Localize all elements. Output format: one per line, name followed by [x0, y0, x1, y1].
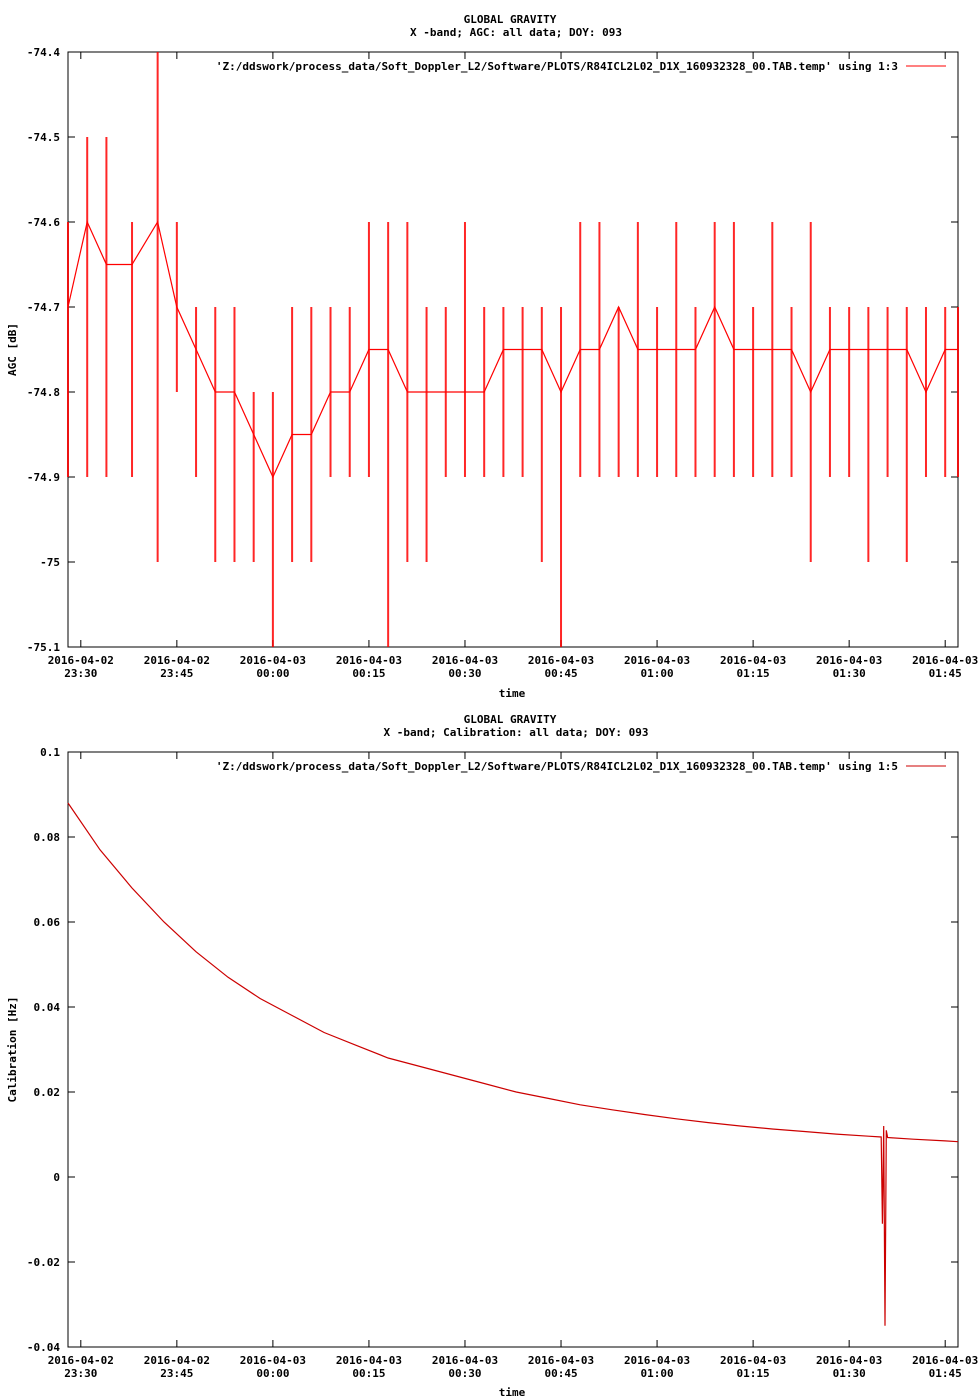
series-line — [67, 220, 958, 479]
y-tick-label: 0.02 — [34, 1086, 61, 1099]
x-tick-label-time: 01:30 — [833, 667, 866, 680]
x-tick-label-time: 00:00 — [256, 1367, 289, 1380]
x-tick-label-date: 2016-04-03 — [240, 654, 306, 667]
y-tick-label: -74.6 — [27, 216, 60, 229]
y-tick-label: -75.1 — [27, 641, 60, 654]
x-axis-label: time — [499, 1386, 526, 1399]
x-tick-label-date: 2016-04-03 — [432, 654, 498, 667]
x-tick-label-date: 2016-04-03 — [720, 1354, 786, 1367]
x-tick-label-date: 2016-04-03 — [912, 1354, 978, 1367]
x-tick-label-time: 00:45 — [544, 667, 577, 680]
x-tick-label-date: 2016-04-03 — [336, 654, 402, 667]
y-tick-label: -0.02 — [27, 1256, 60, 1269]
y-tick-label: -74.4 — [27, 46, 60, 59]
x-tick-label-time: 00:15 — [352, 1367, 385, 1380]
x-tick-label-date: 2016-04-02 — [144, 1354, 210, 1367]
x-tick-label-date: 2016-04-03 — [912, 654, 978, 667]
x-tick-label-date: 2016-04-03 — [528, 1354, 594, 1367]
legend-label: 'Z:/ddswork/process_data/Soft_Doppler_L2… — [216, 60, 898, 73]
x-tick-label-date: 2016-04-03 — [240, 1354, 306, 1367]
chart-title: GLOBAL GRAVITY — [464, 13, 557, 26]
x-tick-label-time: 01:00 — [641, 1367, 674, 1380]
y-tick-label: 0.06 — [34, 916, 61, 929]
y-tick-label: -75 — [40, 556, 60, 569]
x-tick-label-time: 01:30 — [833, 1367, 866, 1380]
plot-frame — [67, 751, 959, 1348]
x-tick-label-date: 2016-04-03 — [720, 654, 786, 667]
y-tick-label: 0.04 — [34, 1001, 61, 1014]
x-tick-label-time: 23:45 — [160, 1367, 193, 1380]
x-tick-label-date: 2016-04-03 — [336, 1354, 402, 1367]
y-tick-label: 0.08 — [34, 831, 61, 844]
series-line — [67, 802, 959, 1326]
x-tick-label-time: 01:15 — [737, 1367, 770, 1380]
x-axis-label: time — [499, 687, 526, 700]
x-tick-label-date: 2016-04-02 — [144, 654, 210, 667]
chart-subtitle: X -band; Calibration: all data; DOY: 093 — [384, 726, 649, 739]
x-tick-label-time: 00:30 — [448, 1367, 481, 1380]
x-tick-label-time: 00:30 — [448, 667, 481, 680]
x-tick-label-time: 23:30 — [64, 1367, 97, 1380]
x-tick-label-time: 01:15 — [737, 667, 770, 680]
x-tick-label-date: 2016-04-03 — [816, 654, 882, 667]
legend-label: 'Z:/ddswork/process_data/Soft_Doppler_L2… — [216, 760, 898, 773]
x-tick-label-date: 2016-04-03 — [432, 1354, 498, 1367]
y-tick-label: 0.1 — [40, 746, 60, 759]
x-tick-label-time: 23:30 — [64, 667, 97, 680]
x-tick-label-time: 00:15 — [352, 667, 385, 680]
x-tick-label-time: 01:45 — [929, 667, 962, 680]
x-tick-label-time: 23:45 — [160, 667, 193, 680]
y-tick-label: 0 — [53, 1171, 60, 1184]
y-tick-label: -74.9 — [27, 471, 60, 484]
x-tick-label-date: 2016-04-02 — [48, 654, 114, 667]
y-axis-label: AGC [dB] — [6, 323, 19, 376]
x-tick-label-time: 01:00 — [641, 667, 674, 680]
series-1 — [67, 802, 959, 1326]
x-tick-label-time: 00:45 — [544, 1367, 577, 1380]
chart-title: GLOBAL GRAVITY — [464, 713, 557, 726]
x-tick-label-date: 2016-04-03 — [624, 654, 690, 667]
x-tick-label-time: 00:00 — [256, 667, 289, 680]
y-tick-label: -0.04 — [27, 1341, 60, 1354]
y-axis-label: Calibration [Hz] — [6, 997, 19, 1103]
y-tick-label: -74.7 — [27, 301, 60, 314]
x-tick-label-date: 2016-04-03 — [624, 1354, 690, 1367]
y-tick-label: -74.5 — [27, 131, 60, 144]
x-tick-label-date: 2016-04-02 — [48, 1354, 114, 1367]
x-tick-label-date: 2016-04-03 — [816, 1354, 882, 1367]
chart-subtitle: X -band; AGC: all data; DOY: 093 — [410, 26, 622, 39]
x-tick-label-date: 2016-04-03 — [528, 654, 594, 667]
series-1 — [67, 52, 959, 647]
y-tick-label: -74.8 — [27, 386, 60, 399]
x-tick-label-time: 01:45 — [929, 1367, 962, 1380]
